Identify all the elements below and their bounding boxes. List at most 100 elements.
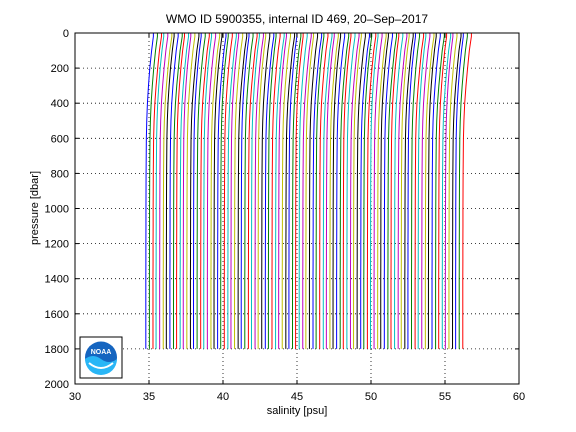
profile-line bbox=[302, 33, 312, 349]
profile-line bbox=[305, 33, 315, 349]
profile-line bbox=[227, 33, 237, 349]
profile-line bbox=[448, 33, 458, 349]
profile-line bbox=[342, 33, 352, 349]
y-tick-label: 1000 bbox=[45, 204, 69, 216]
profile-line bbox=[424, 33, 435, 349]
profile-line bbox=[278, 33, 287, 349]
y-tick-label: 400 bbox=[51, 98, 69, 110]
profile-line bbox=[353, 33, 362, 349]
logo-wave bbox=[85, 356, 117, 375]
profile-line bbox=[264, 33, 275, 349]
profile-line bbox=[414, 33, 425, 349]
profile-line bbox=[411, 33, 421, 349]
y-tick-label: 800 bbox=[51, 168, 69, 180]
profile-line bbox=[295, 33, 304, 349]
profile-line bbox=[203, 33, 213, 349]
profile-line bbox=[332, 33, 342, 349]
noaa-logo: NOAA bbox=[79, 336, 123, 379]
profile-line bbox=[325, 33, 335, 349]
profile-line bbox=[322, 33, 333, 349]
profile-line bbox=[380, 33, 389, 349]
profile-line bbox=[169, 33, 179, 349]
profile-line bbox=[213, 33, 223, 349]
profile-line bbox=[196, 33, 206, 349]
logo-text: NOAA bbox=[91, 349, 112, 356]
x-tick-label: 45 bbox=[291, 391, 303, 403]
profile-line bbox=[261, 33, 271, 349]
profile-line bbox=[383, 33, 393, 349]
profile-line bbox=[210, 33, 221, 349]
profile-line bbox=[363, 33, 373, 349]
chart-title: WMO ID 5900355, internal ID 469, 20–Sep–… bbox=[166, 12, 428, 26]
profile-line bbox=[308, 33, 319, 349]
y-tick-label: 200 bbox=[51, 63, 69, 75]
profile-line bbox=[189, 33, 200, 349]
plot-area: 30 35 40 45 50 55 6002004006008001000120014001… bbox=[45, 28, 526, 403]
profile-line bbox=[373, 33, 383, 349]
profile-line bbox=[346, 33, 356, 349]
profile-line bbox=[292, 33, 302, 349]
profile-line bbox=[315, 33, 325, 349]
profile-line bbox=[217, 33, 227, 349]
profile-line bbox=[230, 33, 240, 349]
profile-line bbox=[193, 33, 202, 349]
profile-line bbox=[271, 33, 281, 349]
profile-line bbox=[162, 33, 173, 349]
profile-line bbox=[240, 33, 250, 349]
series-layer bbox=[145, 33, 472, 349]
profile-line bbox=[339, 33, 350, 349]
profile-line bbox=[404, 33, 414, 349]
profile-line bbox=[234, 33, 244, 349]
profile-line bbox=[186, 33, 196, 349]
profile-line bbox=[400, 33, 410, 349]
profile-line bbox=[360, 33, 370, 349]
profile-line bbox=[444, 33, 454, 349]
profile-line bbox=[159, 33, 169, 349]
profile-line bbox=[172, 33, 183, 349]
profile-line bbox=[455, 33, 464, 349]
profile-line bbox=[179, 33, 190, 349]
y-tick-label: 1200 bbox=[45, 239, 69, 251]
profile-line bbox=[244, 33, 254, 349]
profile-line bbox=[165, 33, 175, 349]
y-tick-label: 1400 bbox=[45, 274, 69, 286]
profile-line bbox=[387, 33, 398, 349]
profile-line bbox=[182, 33, 192, 349]
profile-line bbox=[431, 33, 441, 349]
profile-line bbox=[275, 33, 285, 349]
profile-line bbox=[152, 33, 162, 349]
profile-line bbox=[441, 33, 452, 349]
x-tick-label: 55 bbox=[439, 391, 451, 403]
profile-line bbox=[267, 33, 277, 349]
profile-line bbox=[397, 33, 408, 349]
profile-line bbox=[356, 33, 366, 349]
profile-line bbox=[254, 33, 264, 349]
profile-line bbox=[377, 33, 387, 349]
profile-line bbox=[312, 33, 323, 349]
y-axis-label: pressure [dbar] bbox=[29, 171, 41, 245]
profile-line bbox=[298, 33, 308, 349]
profile-line bbox=[206, 33, 217, 349]
x-tick-label: 30 bbox=[69, 391, 81, 403]
profile-line bbox=[176, 33, 185, 349]
profile-line bbox=[366, 33, 377, 349]
profile-line bbox=[458, 33, 468, 349]
profile-line bbox=[427, 33, 437, 349]
profile-line bbox=[349, 33, 360, 349]
profile-line bbox=[462, 33, 472, 349]
y-tick-label: 1600 bbox=[45, 309, 69, 321]
profile-line bbox=[407, 33, 416, 349]
x-tick-label: 50 bbox=[365, 391, 377, 403]
y-tick-label: 600 bbox=[51, 133, 69, 145]
profile-line bbox=[145, 33, 154, 349]
y-tick-label: 1800 bbox=[45, 344, 69, 356]
profile-line bbox=[438, 33, 448, 349]
logo-gull bbox=[88, 362, 114, 369]
profile-line bbox=[148, 33, 158, 349]
x-tick-label: 40 bbox=[217, 391, 229, 403]
profile-line bbox=[390, 33, 400, 349]
profile-line bbox=[247, 33, 258, 349]
profile-line bbox=[285, 33, 296, 349]
profile-line bbox=[223, 33, 233, 349]
